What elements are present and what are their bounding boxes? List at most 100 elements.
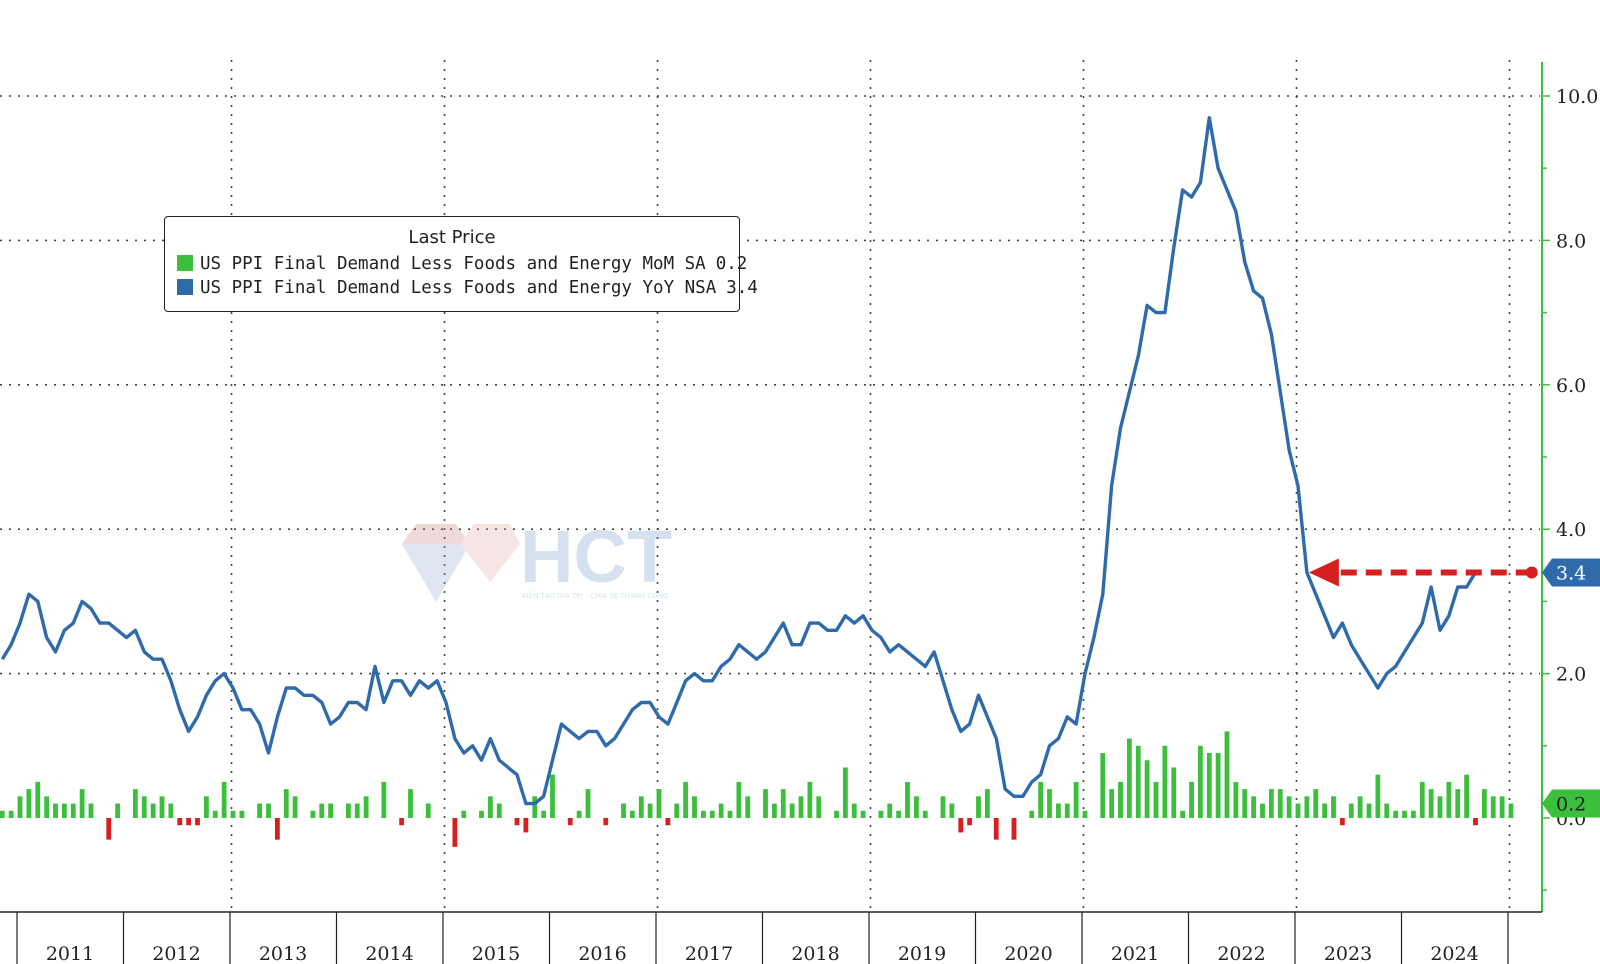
- mom-bar: [1242, 789, 1248, 818]
- mom-bar: [576, 810, 582, 818]
- mom-bar: [461, 810, 467, 818]
- mom-bar: [1011, 818, 1017, 840]
- mom-bar: [700, 810, 706, 818]
- mom-bar: [1481, 789, 1487, 818]
- x-axis-tick-labels: 2011 2012 2013 2014 2015 2016 2017 2018 2019 2020…: [16, 912, 1509, 964]
- x-tick-label: 2014: [365, 943, 413, 964]
- mom-bar: [807, 781, 813, 818]
- mom-bar: [842, 767, 848, 818]
- mom-bar: [789, 803, 795, 818]
- mom-bar: [523, 818, 529, 833]
- mom-bar: [621, 803, 626, 818]
- mom-bar: [1029, 810, 1035, 818]
- dashed-arrow-annotation: [1308, 558, 1538, 587]
- mom-bar: [1260, 803, 1265, 818]
- mom-bar: [1197, 745, 1203, 818]
- mom-bar: [949, 803, 955, 818]
- mom-bar: [816, 796, 822, 818]
- legend-swatch-blue: [177, 279, 193, 295]
- mom-bar: [150, 803, 156, 818]
- mom-bar: [319, 803, 325, 818]
- mom-bar: [115, 803, 121, 818]
- mom-bar: [718, 803, 724, 818]
- mom-bar: [8, 810, 14, 818]
- yoy-line-series: [0, 116, 1477, 806]
- last-value-tag: [1542, 558, 1600, 587]
- mom-bar: [1348, 803, 1354, 818]
- mom-bar: [132, 789, 138, 818]
- mom-bar: [381, 781, 387, 818]
- mom-bar: [780, 789, 786, 818]
- mom-bar: [17, 796, 23, 818]
- mom-bar: [1206, 753, 1212, 818]
- last-value-labels: 3.4 0.2: [1542, 558, 1600, 818]
- arrow-head-icon: [1308, 558, 1339, 587]
- mom-bar: [1082, 810, 1088, 818]
- mom-bar: [1455, 789, 1461, 818]
- mom-bar: [922, 810, 928, 818]
- mom-bar: [26, 789, 32, 818]
- mom-bar: [53, 803, 58, 818]
- mom-bar: [1251, 796, 1257, 818]
- mom-bar: [629, 810, 635, 818]
- mom-bar: [1384, 803, 1390, 818]
- legend-swatch-green: [177, 255, 193, 271]
- mom-bar: [585, 789, 591, 818]
- mom-bar: [1402, 810, 1407, 818]
- x-tick-label: 2020: [1004, 943, 1052, 964]
- legend-item-value: 0.2: [715, 254, 748, 274]
- mom-bar: [993, 818, 999, 840]
- mom-bar: [1437, 796, 1443, 818]
- last-value-text: 3.4: [1556, 563, 1586, 585]
- axes: [0, 62, 1550, 913]
- mom-bar: [354, 803, 360, 818]
- mom-bar: [283, 789, 289, 818]
- x-tick-label: 2013: [259, 943, 307, 964]
- mom-bar: [186, 818, 192, 826]
- mom-bar: [141, 796, 147, 818]
- mom-bar: [940, 796, 946, 818]
- mom-bar: [195, 818, 200, 826]
- legend: Last Price US PPI Final Demand Less Food…: [164, 216, 758, 312]
- vertical-gridlines: [230, 60, 1511, 912]
- mom-bar: [221, 781, 227, 818]
- mom-bar: [1047, 789, 1052, 818]
- legend-item-yoy: US PPI Final Demand Less Foods and Energ…: [177, 277, 758, 299]
- mom-bar: [1189, 781, 1194, 818]
- mom-bar: [976, 796, 981, 818]
- mom-bar: [1055, 803, 1061, 818]
- mom-bar: [61, 803, 67, 818]
- mom-bar: [550, 774, 555, 818]
- mom-bar: [709, 810, 715, 818]
- mom-bar: [984, 789, 990, 818]
- mom-bar: [88, 803, 94, 818]
- x-tick-label: 2012: [152, 943, 200, 964]
- mom-bar: [168, 803, 174, 818]
- mom-bar: [896, 810, 902, 818]
- mom-bar: [1366, 803, 1372, 818]
- x-tick-label: 2021: [1111, 943, 1159, 964]
- mom-bar: [1268, 789, 1274, 818]
- mom-bar: [0, 810, 5, 818]
- mom-bar: [408, 789, 413, 818]
- mom-bar: [292, 796, 298, 818]
- mom-bar: [860, 810, 866, 818]
- mom-bar: [274, 818, 280, 840]
- mom-bar: [532, 796, 538, 818]
- mom-bar: [656, 789, 662, 818]
- mom-bar: [1038, 781, 1044, 818]
- x-tick-label: 2015: [472, 943, 520, 964]
- mom-bar: [798, 796, 804, 818]
- mom-bar: [257, 803, 263, 818]
- mom-bar: [1393, 810, 1399, 818]
- mom-bar: [1473, 818, 1478, 826]
- mom-bar: [1171, 767, 1177, 818]
- mom-bar: [851, 803, 857, 818]
- x-tick-label: 2011: [46, 943, 94, 964]
- mom-bar: [1073, 781, 1079, 818]
- mom-bar: [638, 796, 644, 818]
- arrow-dot: [1525, 566, 1538, 579]
- mom-bar: [967, 818, 973, 826]
- mom-bar: [913, 796, 919, 818]
- mom-bar: [79, 789, 85, 818]
